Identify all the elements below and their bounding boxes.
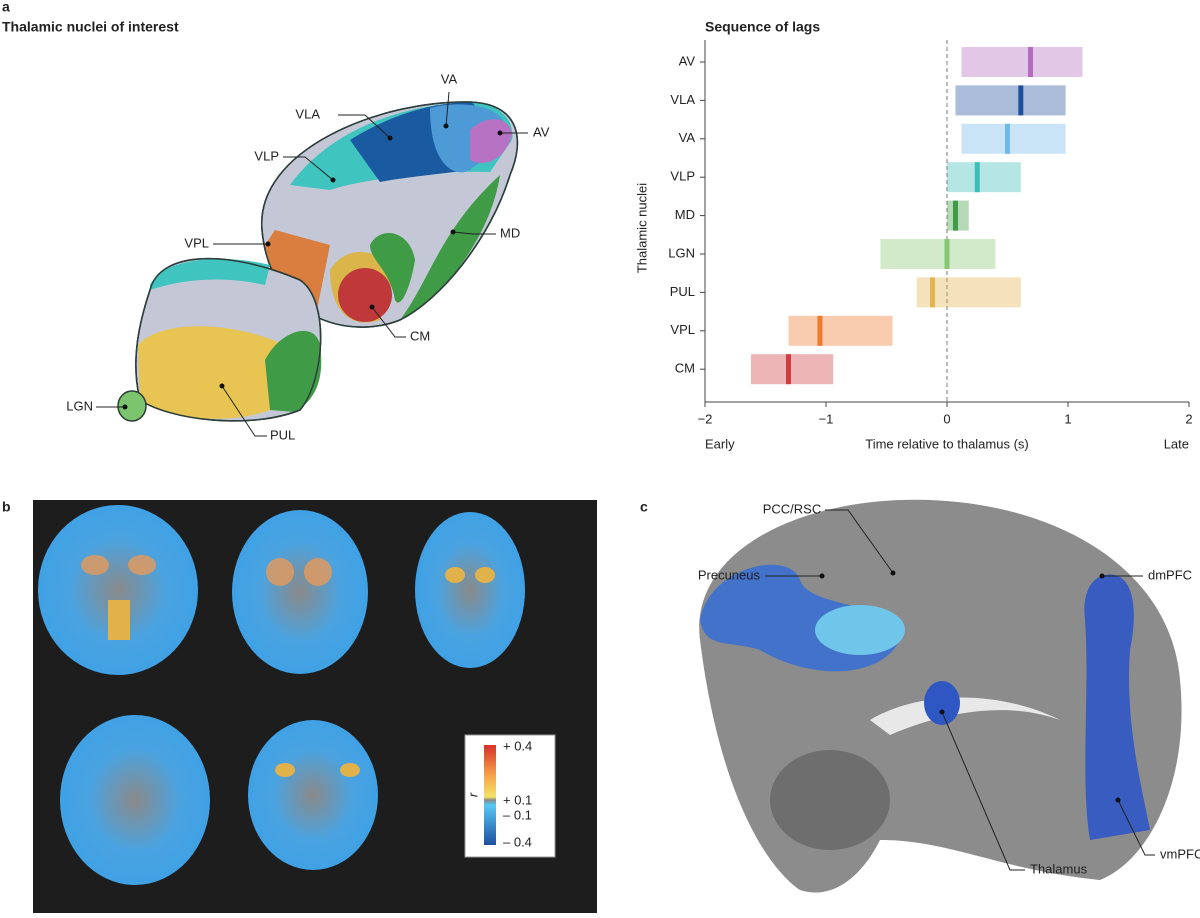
y-tick-label: MD bbox=[675, 207, 695, 222]
colorbar bbox=[484, 745, 496, 845]
y-tick-label: VA bbox=[679, 130, 696, 145]
colorbar-box bbox=[464, 734, 556, 858]
fmri-slices bbox=[38, 505, 525, 885]
diagram-label: CM bbox=[410, 328, 430, 343]
colorbar-label: – 0.4 bbox=[503, 834, 532, 849]
annotation: Early bbox=[705, 436, 735, 451]
median-mark bbox=[785, 354, 791, 385]
median-mark bbox=[1018, 85, 1024, 116]
diagram-label: VLP bbox=[254, 148, 279, 163]
range-bar bbox=[750, 354, 834, 385]
brain-leaders bbox=[765, 509, 1155, 871]
diagram-label: VLA bbox=[295, 106, 320, 121]
panel-label: b bbox=[2, 499, 11, 515]
colorbar-label: + 0.1 bbox=[503, 792, 532, 807]
y-tick-label: AV bbox=[679, 53, 696, 68]
annotation: Late bbox=[1164, 436, 1189, 451]
range-bar bbox=[961, 123, 1066, 154]
y-tick-label: VPL bbox=[670, 322, 695, 337]
x-tick-label: 1 bbox=[1064, 411, 1071, 426]
diagram-label: AV bbox=[533, 124, 550, 139]
colorbar-title: r bbox=[465, 792, 480, 797]
diagram-label: LGN bbox=[66, 398, 93, 413]
panel-label: c bbox=[640, 499, 648, 515]
brain-label: dmPFC bbox=[1148, 567, 1192, 582]
median-mark bbox=[1027, 47, 1033, 77]
colorbar-label: + 0.4 bbox=[503, 738, 532, 753]
lag-chart: Sequence of lags Time relative to thalam… bbox=[634, 19, 1192, 452]
y-tick-label: CM bbox=[675, 361, 695, 376]
range-bar bbox=[880, 239, 996, 269]
brain-label: PCC/RSC bbox=[763, 501, 822, 516]
brain-label: Thalamus bbox=[1030, 861, 1088, 876]
y-tick-label: PUL bbox=[670, 284, 695, 299]
x-axis-label: Time relative to thalamus (s) bbox=[865, 436, 1029, 451]
median-mark bbox=[929, 277, 935, 308]
y-tick-label: VLA bbox=[670, 92, 695, 107]
diagram-title: Thalamic nuclei of interest bbox=[2, 19, 179, 35]
x-tick-label: 2 bbox=[1185, 411, 1192, 426]
median-mark bbox=[817, 315, 823, 346]
median-mark bbox=[944, 239, 950, 269]
diagram-label: VA bbox=[441, 71, 458, 86]
median-mark bbox=[974, 162, 980, 193]
diagram-label: VPL bbox=[184, 235, 209, 250]
brain-label: Precuneus bbox=[698, 567, 761, 582]
y-tick-label: LGN bbox=[668, 245, 695, 260]
panel-label: a bbox=[2, 0, 10, 15]
brain-label: vmPFC bbox=[1160, 846, 1200, 861]
median-mark bbox=[1005, 123, 1010, 154]
x-tick-label: −2 bbox=[698, 411, 713, 426]
colorbar-label: – 0.1 bbox=[503, 807, 532, 822]
chart-title: Sequence of lags bbox=[705, 19, 820, 35]
y-axis-label: Thalamic nuclei bbox=[634, 183, 649, 273]
thalamus-diagram bbox=[117, 101, 519, 422]
median-mark bbox=[952, 200, 958, 231]
range-bar bbox=[788, 315, 893, 346]
diagram-label: PUL bbox=[270, 427, 295, 442]
diagram-label: MD bbox=[500, 225, 520, 240]
brain-sagittal bbox=[699, 499, 1182, 893]
diagram-leaders bbox=[96, 91, 528, 437]
y-tick-label: VLP bbox=[670, 169, 695, 184]
range-bar bbox=[961, 47, 1083, 77]
range-bar bbox=[947, 162, 1021, 193]
x-tick-label: 0 bbox=[943, 411, 950, 426]
range-bar bbox=[955, 85, 1066, 116]
x-tick-label: −1 bbox=[819, 411, 834, 426]
